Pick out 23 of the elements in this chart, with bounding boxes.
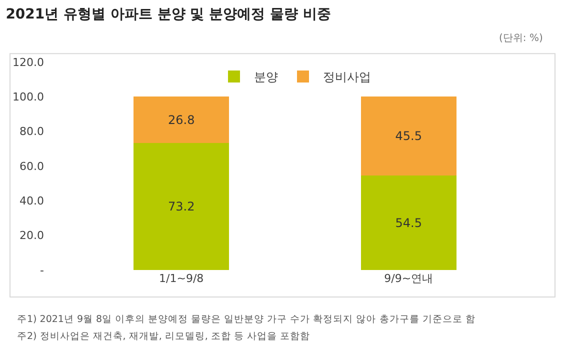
text: 주1) 2021년 9월 8일 이후의 분양예정 물량은 일반분양 가구 수가 확정되지 않아 총가구를 기준으로 함 <box>17 314 476 325</box>
legend-label: 분양 <box>254 70 278 84</box>
y-tick-label: - <box>40 264 44 277</box>
x-tick-label: 9/9~연내 <box>384 272 434 285</box>
y-tick-label: 20.0 <box>20 229 44 242</box>
text: (단위: %) <box>499 33 543 44</box>
chart-title: 2021년 유형별 아파트 분양 및 분양예정 물량 비중 <box>6 6 331 22</box>
data-label: 73.2 <box>168 200 195 214</box>
bar <box>360 96 456 176</box>
bar <box>134 143 230 270</box>
y-tick-label: 60.0 <box>20 160 44 173</box>
bar <box>134 96 230 144</box>
y-tick-label: 120.0 <box>12 56 44 69</box>
data-label: 54.5 <box>395 216 422 230</box>
text: 주2) 정비사업은 재건축, 재개발, 리모델링, 조합 등 사업을 포함함 <box>17 331 310 342</box>
data-label: 26.8 <box>168 112 195 127</box>
y-tick-label: 80.0 <box>20 125 44 138</box>
x-tick-label: 1/1~9/8 <box>159 272 204 285</box>
bar <box>360 176 456 270</box>
y-tick-label: 100.0 <box>12 90 44 104</box>
legend-label: 정비사업 <box>323 70 371 84</box>
y-tick-label: 40.0 <box>20 194 44 208</box>
data-label: 45.5 <box>395 129 422 144</box>
